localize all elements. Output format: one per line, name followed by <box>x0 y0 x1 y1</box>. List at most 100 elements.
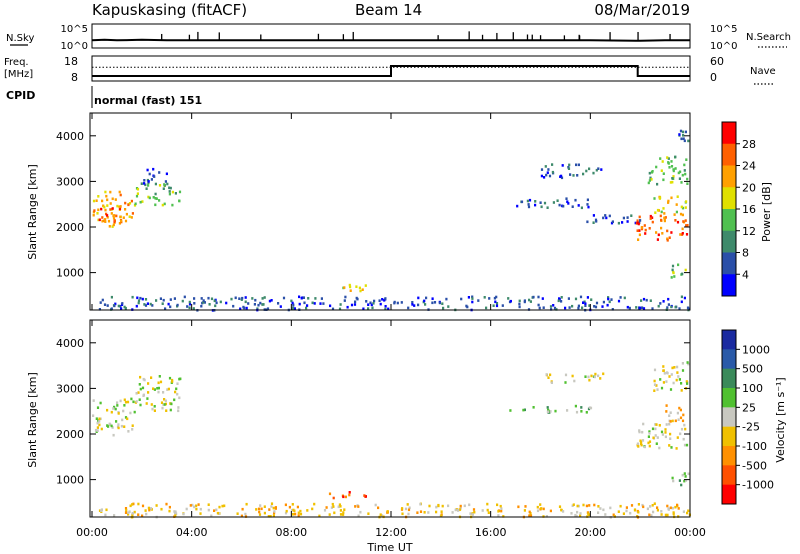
velocity-cell <box>625 509 628 513</box>
power-cell <box>602 300 605 304</box>
power-cell <box>577 306 580 310</box>
power-cell <box>674 305 677 309</box>
power-cell <box>483 296 486 299</box>
velocity-cell <box>638 430 641 434</box>
power-cell <box>626 220 629 223</box>
velocity-cell <box>173 398 176 402</box>
power-cell <box>154 182 157 186</box>
velocity-cell <box>681 362 684 365</box>
velocity-cell <box>648 513 651 517</box>
power-cell <box>147 184 150 187</box>
velocity-cell <box>664 513 667 517</box>
power-cell <box>171 203 174 207</box>
power-cell <box>560 176 564 180</box>
power-cell <box>685 224 688 227</box>
power-cell <box>145 187 148 190</box>
power-cell <box>666 239 669 242</box>
velocity-colorbar-tick: 100 <box>742 382 763 395</box>
velocity-cell <box>481 509 484 512</box>
velocity-cell <box>684 427 687 431</box>
velocity-cell <box>656 436 659 439</box>
velocity-cell <box>169 402 172 405</box>
power-cell <box>162 298 165 302</box>
power-cell <box>684 206 687 209</box>
velocity-cell <box>165 409 168 412</box>
power-cell <box>396 301 399 305</box>
velocity-cell <box>164 402 167 406</box>
velocity-cell <box>687 362 690 366</box>
power-cell <box>663 216 666 220</box>
velocity-cell <box>546 406 549 409</box>
velocity-cell <box>528 514 531 517</box>
power-cell <box>601 305 604 308</box>
power-cell <box>203 301 206 304</box>
x-tick-label: 00:00 <box>674 526 706 539</box>
velocity-cell <box>670 373 673 376</box>
velocity-cell <box>177 409 180 413</box>
power-cell <box>670 231 673 234</box>
power-cell <box>649 176 652 180</box>
velocity-cell <box>668 444 671 447</box>
velocity-cell <box>672 511 675 514</box>
power-cell <box>153 175 156 178</box>
velocity-cell <box>293 509 296 513</box>
power-cell <box>670 276 673 279</box>
power-cell <box>442 306 445 310</box>
power-cell <box>238 297 241 300</box>
velocity-cell <box>92 399 95 402</box>
power-cell <box>149 302 152 306</box>
power-cell <box>594 218 598 222</box>
power-cell <box>654 211 657 214</box>
power-cell <box>343 286 346 289</box>
power-cell <box>610 298 613 301</box>
power-cell <box>667 303 670 306</box>
velocity-cell <box>122 409 125 413</box>
power-cell <box>585 169 588 173</box>
velocity-cell <box>683 472 686 475</box>
velocity-cell <box>666 513 669 517</box>
velocity-cell <box>428 504 431 508</box>
velocity-cell <box>153 405 156 408</box>
power-cell <box>106 204 109 207</box>
power-cell <box>587 205 590 209</box>
velocity-cell <box>641 430 644 434</box>
power-cell <box>144 298 148 301</box>
power-cell <box>188 302 192 306</box>
power-cell <box>586 198 589 202</box>
power-cell <box>103 205 106 209</box>
power-cell <box>143 182 146 185</box>
velocity-cell <box>296 505 299 509</box>
velocity-cell <box>560 508 563 512</box>
power-cell <box>682 134 685 137</box>
power-cell <box>681 173 684 177</box>
power-cell <box>667 297 670 301</box>
power-cell <box>684 130 687 134</box>
velocity-cell <box>457 509 460 512</box>
velocity-cell <box>654 423 657 426</box>
power-cell <box>411 301 414 304</box>
power-cell <box>659 157 662 160</box>
velocity-cell <box>96 429 99 432</box>
power-cell <box>495 302 499 305</box>
power-cell <box>158 184 162 187</box>
velocity-cell <box>593 503 596 507</box>
power-cell <box>202 299 205 302</box>
nsky-label: N.Sky <box>6 33 34 44</box>
velocity-cell <box>652 510 655 514</box>
velocity-cell <box>502 515 505 518</box>
velocity-cell <box>145 512 148 516</box>
velocity-cell <box>175 512 178 515</box>
power-cell <box>112 217 116 220</box>
velocity-cell <box>160 401 164 404</box>
velocity-cell <box>577 504 580 508</box>
velocity-cell <box>680 382 683 385</box>
power-cell <box>355 285 358 288</box>
velocity-cell <box>160 507 163 511</box>
velocity-cell <box>669 411 672 414</box>
velocity-cell <box>683 479 686 483</box>
power-cell <box>282 296 286 300</box>
power-cell <box>319 302 322 305</box>
velocity-cell <box>675 378 678 382</box>
power-cell <box>649 217 652 220</box>
velocity-cell <box>359 510 362 514</box>
